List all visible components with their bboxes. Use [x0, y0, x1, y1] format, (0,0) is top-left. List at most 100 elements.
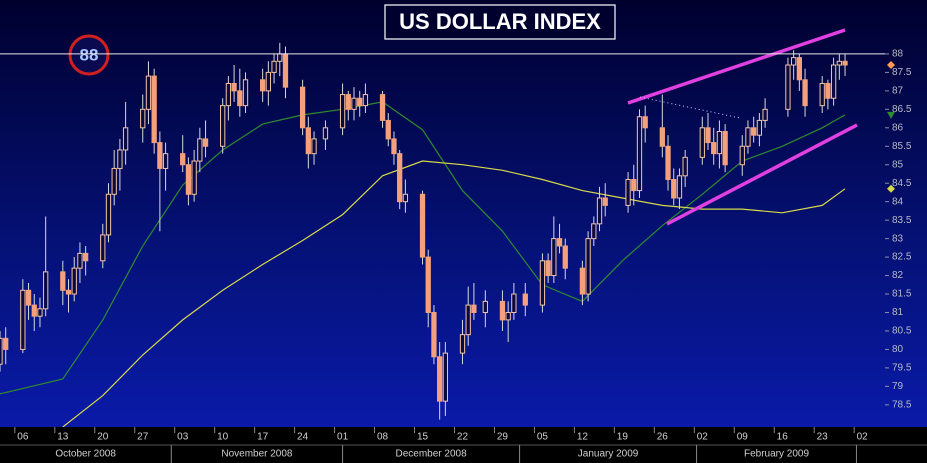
plot-area — [0, 42, 848, 427]
x-tick-label: 16 — [777, 432, 789, 443]
y-tick-label: 79 — [892, 381, 904, 392]
candle-body — [562, 245, 568, 269]
candle-body — [705, 127, 711, 144]
x-tick-label: 08 — [377, 432, 389, 443]
candle-body — [556, 238, 563, 247]
candle-body — [830, 64, 837, 99]
candle-body — [699, 127, 705, 158]
candle-body — [471, 304, 477, 313]
candle-body — [25, 289, 32, 306]
candle-body — [105, 193, 112, 236]
x-tick-label: 05 — [537, 432, 549, 443]
x-tick-label: 10 — [217, 432, 229, 443]
candle-body — [511, 293, 517, 313]
y-tick-label: 87.5 — [892, 67, 912, 78]
candle-body — [796, 57, 802, 81]
candle-body — [185, 164, 192, 195]
candle-body — [465, 304, 471, 336]
candle-body — [602, 197, 608, 206]
candle-body — [145, 75, 152, 110]
candle-body — [665, 145, 671, 181]
candle-body — [676, 175, 683, 199]
candle-body — [585, 238, 591, 295]
candle-body — [43, 271, 49, 310]
candle-body — [716, 130, 723, 155]
month-label: January 2009 — [578, 449, 639, 460]
moving-average-line — [0, 101, 846, 395]
x-tick-label: 02 — [697, 432, 709, 443]
candle-body — [545, 260, 551, 277]
candle-body — [339, 94, 346, 129]
x-tick-label: 23 — [817, 432, 829, 443]
y-tick-label: 85 — [892, 159, 904, 170]
x-tick-label: 02 — [857, 432, 869, 443]
candle-body — [265, 71, 271, 92]
y-tick-label: 79.5 — [892, 363, 912, 374]
y-tick-label: 87 — [892, 86, 904, 97]
candle-body — [299, 86, 306, 129]
candle-body — [739, 145, 745, 166]
candle-body — [505, 311, 511, 321]
candle-body — [311, 138, 317, 155]
candle-body — [397, 153, 403, 203]
candle-body — [71, 267, 77, 295]
candle-body — [482, 300, 488, 313]
x-tick-label: 22 — [457, 432, 469, 443]
candle-body — [711, 142, 717, 155]
candle-body — [636, 116, 643, 192]
y-tick-label: 82.5 — [892, 252, 912, 263]
annotation: 88 — [80, 45, 99, 64]
candle-body — [122, 127, 129, 151]
y-tick-label: 83 — [892, 233, 904, 244]
candle-body — [157, 142, 163, 169]
candle-body — [220, 105, 226, 147]
candle-body — [100, 234, 106, 262]
candle-body — [819, 82, 825, 107]
annotation-circle — [68, 34, 110, 76]
candle-body — [345, 94, 351, 110]
x-tick-label: 09 — [737, 432, 749, 443]
x-tick-label: 17 — [257, 432, 269, 443]
candle-body — [682, 156, 688, 177]
candle-body — [551, 238, 557, 277]
y-tick-label: 86 — [892, 122, 904, 133]
candle-body — [260, 79, 266, 92]
candle-body — [751, 127, 757, 136]
candle-body — [305, 127, 311, 155]
candle-body — [756, 119, 763, 136]
candle-body — [745, 127, 751, 147]
candle-body — [111, 167, 117, 195]
x-tick-label: 06 — [17, 432, 29, 443]
y-tick-label: 82 — [892, 270, 904, 281]
x-tick-label: 20 — [97, 432, 109, 443]
candle-body — [659, 127, 665, 147]
y-tick-label: 80 — [892, 344, 904, 355]
candle-body — [140, 108, 146, 129]
candle-body — [385, 119, 391, 140]
y-tick-label: 78.5 — [892, 399, 912, 410]
candle-body — [20, 289, 26, 350]
candle-body — [31, 304, 37, 317]
candle-body — [37, 308, 43, 317]
month-label: November 2008 — [221, 449, 293, 460]
x-tick-label: 12 — [577, 432, 589, 443]
candle-body — [631, 179, 637, 192]
x-tick-label: 24 — [297, 432, 309, 443]
candle-body — [362, 94, 369, 107]
candle-body — [231, 82, 237, 92]
candle-body — [3, 337, 9, 350]
candle-body — [431, 311, 437, 358]
y-tick-label: 85.5 — [892, 141, 912, 152]
candle-body — [60, 271, 66, 291]
chart-title: US DOLLAR INDEX — [399, 9, 601, 34]
candle-body — [522, 293, 528, 306]
candle-body — [722, 130, 728, 166]
last-average-marker — [887, 184, 895, 193]
candle-body — [671, 179, 677, 199]
candle-body — [625, 179, 631, 206]
upper-trend-line — [627, 28, 846, 105]
candle-body — [437, 356, 443, 402]
month-label: October 2008 — [55, 449, 116, 460]
candle-body — [357, 97, 363, 107]
